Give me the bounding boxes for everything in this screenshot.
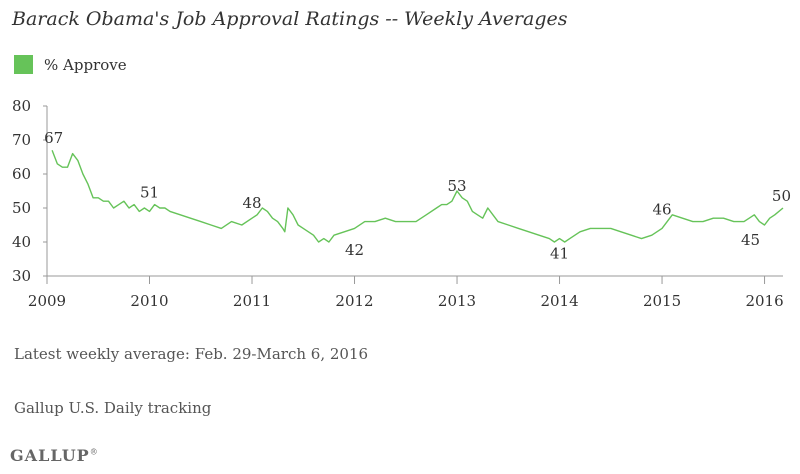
approve-series-line <box>51 149 784 243</box>
x-tick-label: 2009 <box>28 292 66 310</box>
data-label: 41 <box>550 245 569 263</box>
data-label: 50 <box>772 187 791 205</box>
logo-registered-mark: ® <box>89 447 99 457</box>
x-tick-label: 2013 <box>438 292 476 310</box>
x-tick-label: 2011 <box>233 292 271 310</box>
y-tick-label: 80 <box>12 97 31 115</box>
gallup-logo: GALLUP® <box>10 446 99 465</box>
source-note: Gallup U.S. Daily tracking <box>14 399 212 417</box>
data-label: 67 <box>44 129 63 147</box>
y-tick-label: 40 <box>12 233 31 251</box>
chart-title: Barack Obama's Job Approval Ratings -- W… <box>12 8 568 30</box>
data-label: 51 <box>140 184 159 202</box>
data-label: 53 <box>447 177 466 195</box>
x-tick-label: 2015 <box>643 292 681 310</box>
data-label: 45 <box>741 231 760 249</box>
y-tick-label: 60 <box>12 165 31 183</box>
x-tick-label: 2012 <box>335 292 373 310</box>
line-chart: 30 40 50 60 70 80 2009 2010 2011 2012 2013 2014 2015… <box>12 97 791 310</box>
x-tick-label: 2014 <box>540 292 578 310</box>
y-tick-label: 50 <box>12 199 31 217</box>
x-tick-label: 2016 <box>745 292 783 310</box>
logo-text: GALLUP <box>10 446 90 465</box>
latest-average-note: Latest weekly average: Feb. 29-March 6, … <box>14 345 369 363</box>
data-label: 46 <box>652 201 671 219</box>
data-label: 42 <box>345 241 364 259</box>
y-tick-label: 30 <box>12 267 31 285</box>
legend-label-approve: % Approve <box>44 55 127 74</box>
y-tick-label: 70 <box>12 131 31 149</box>
legend-swatch <box>14 55 33 74</box>
data-label: 48 <box>242 194 261 212</box>
legend: % Approve <box>14 55 127 74</box>
x-tick-label: 2010 <box>130 292 168 310</box>
